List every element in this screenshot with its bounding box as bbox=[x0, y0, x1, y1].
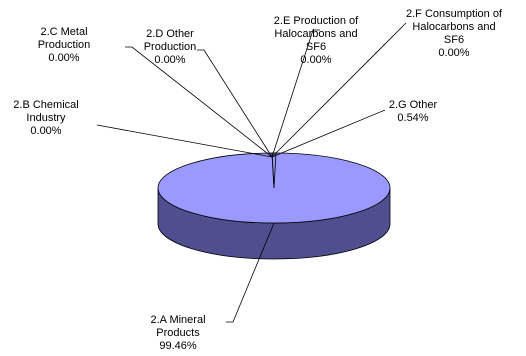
leader-line-2b bbox=[96, 124, 273, 158]
label-2f-name-line1: 2.F Consumption of bbox=[406, 8, 503, 20]
label-2d-name-line1: 2.D Other bbox=[146, 28, 194, 40]
label-2c-name-line2: Production bbox=[38, 39, 91, 51]
label-2f-name-line2: Halocarbons and bbox=[412, 21, 495, 33]
label-2e-value: 0.00% bbox=[300, 54, 331, 66]
label-2c-name-line1: 2.C Metal bbox=[40, 26, 87, 38]
label-2b-name-line2: Industry bbox=[26, 112, 66, 124]
label-2g-value: 0.54% bbox=[397, 112, 428, 124]
leader-lines bbox=[96, 22, 407, 323]
label-2f-name-line3: SF6 bbox=[444, 34, 464, 46]
label-2d-value: 0.00% bbox=[154, 54, 185, 66]
label-2a-name-line2: Products bbox=[156, 327, 200, 339]
leader-line-2d bbox=[197, 49, 273, 158]
label-2d-name-line2: Production bbox=[144, 41, 197, 53]
leader-line-2e bbox=[271, 29, 320, 158]
leader-line-2c bbox=[125, 46, 273, 158]
label-2a-value: 99.46% bbox=[159, 340, 197, 352]
leader-line-2f bbox=[271, 22, 407, 158]
label-2a-name-line1: 2.A Mineral bbox=[150, 314, 205, 326]
label-2e-name-line1: 2.E Production of bbox=[274, 15, 359, 27]
pie-slice-edge bbox=[271, 152, 275, 189]
label-2b-value: 0.00% bbox=[30, 125, 61, 137]
label-2e-name-line3: SF6 bbox=[306, 41, 326, 53]
label-2b-name-line1: 2.B Chemical bbox=[13, 99, 78, 111]
label-2g-name: 2.G Other bbox=[389, 99, 438, 111]
label-2c-value: 0.00% bbox=[48, 52, 79, 64]
label-2e-name-line2: Halocarbons and bbox=[274, 28, 357, 40]
leader-line-2g bbox=[271, 109, 386, 158]
label-2f-value: 0.00% bbox=[438, 47, 469, 59]
leader-line-2a bbox=[226, 222, 275, 323]
